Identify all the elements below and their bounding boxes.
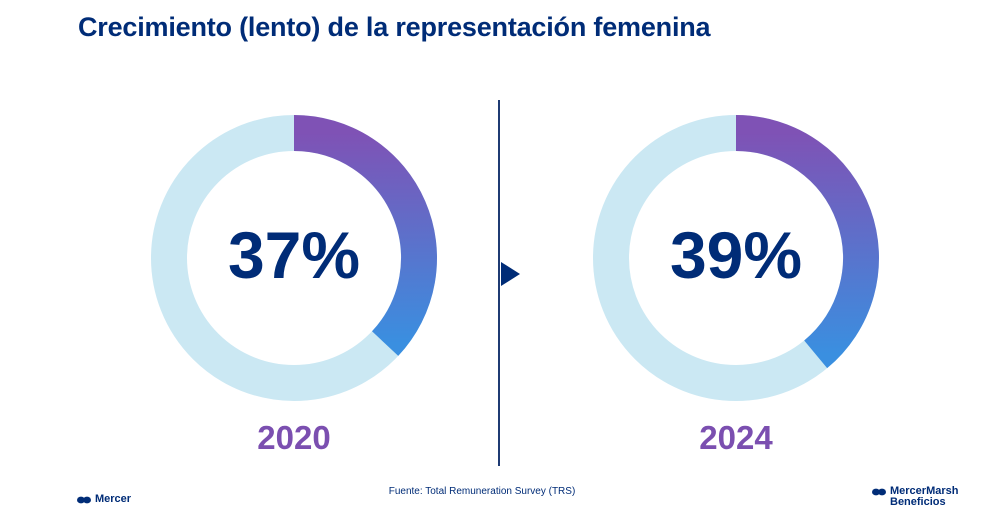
mercermarsh-logo: MercerMarsh Beneficios [872, 486, 958, 508]
source-note: Fuente: Total Remuneration Survey (TRS) [0, 486, 1000, 497]
page-title: Crecimiento (lento) de la representación… [78, 12, 711, 42]
source-text: Fuente: Total Remuneration Survey (TRS) [388, 486, 576, 497]
year-label-2024: 2024 [699, 419, 773, 456]
year-label-2020: 2020 [257, 419, 331, 456]
play-arrow-icon [501, 262, 520, 286]
donut-svg-2020 [151, 115, 437, 401]
donut-arc-2020 [293, 115, 437, 356]
donut-arc-2024 [735, 115, 879, 369]
donut-chart-2020: 37% [144, 108, 444, 408]
vertical-divider [498, 100, 500, 466]
percent-label-2024: 39% [669, 218, 803, 292]
mercermarsh-logo-line1: MercerMarsh [890, 485, 959, 497]
mercermarsh-logo-line2: Beneficios [890, 496, 946, 508]
mercer-logo-icon [77, 496, 91, 503]
mercer-logo-text: Mercer [95, 493, 132, 505]
donut-chart-2024: 39% [586, 108, 886, 408]
donut-svg-2024 [593, 115, 879, 401]
percent-label-2020: 37% [227, 218, 361, 292]
mercer-logo: Mercer [77, 494, 131, 505]
mercermarsh-logo-icon [872, 488, 886, 496]
